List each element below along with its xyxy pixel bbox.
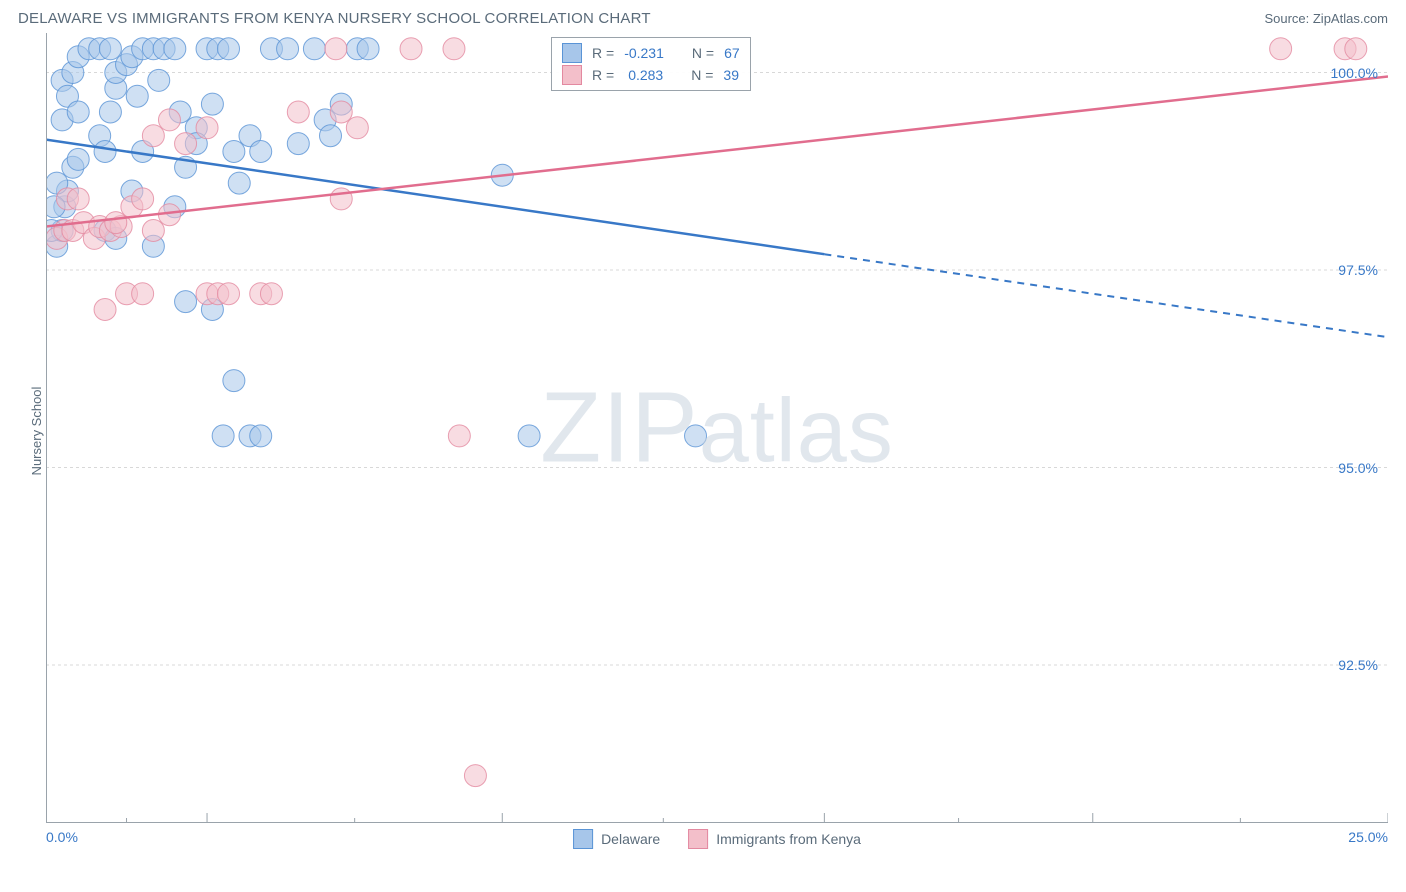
chart-area: ZIPatlas R = -0.231 N = 67 R = 0.283 N =… [46, 33, 1388, 823]
stats-legend-box: R = -0.231 N = 67 R = 0.283 N = 39 [551, 37, 751, 91]
y-tick-label: 92.5% [1338, 657, 1378, 673]
x-axis-min-label: 0.0% [46, 829, 78, 851]
stats-row-delaware: R = -0.231 N = 67 [562, 42, 740, 64]
n-value-kenya: 39 [723, 67, 739, 83]
n-label: N = [692, 45, 714, 61]
y-tick-label: 97.5% [1338, 262, 1378, 278]
source-label: Source: ZipAtlas.com [1264, 11, 1388, 26]
r-value-delaware: -0.231 [624, 45, 664, 61]
r-label: R = [592, 45, 614, 61]
legend-label-kenya: Immigrants from Kenya [716, 831, 861, 847]
legend-item-delaware: Delaware [573, 829, 660, 849]
n-value-delaware: 67 [724, 45, 740, 61]
bottom-legend: Delaware Immigrants from Kenya [573, 829, 861, 849]
chart-title: DELAWARE VS IMMIGRANTS FROM KENYA NURSER… [18, 10, 651, 27]
legend-label-delaware: Delaware [601, 831, 660, 847]
n-label-2: N = [691, 67, 713, 83]
swatch-delaware [562, 43, 582, 63]
y-axis-label: Nursery School [29, 387, 44, 476]
r-value-kenya: 0.283 [628, 67, 663, 83]
plot-border [46, 33, 1388, 823]
legend-item-kenya: Immigrants from Kenya [688, 829, 861, 849]
x-axis-max-label: 25.0% [1348, 829, 1388, 851]
y-tick-label: 95.0% [1338, 460, 1378, 476]
swatch-kenya [562, 65, 582, 85]
legend-swatch-delaware [573, 829, 593, 849]
stats-row-kenya: R = 0.283 N = 39 [562, 64, 740, 86]
y-tick-label: 100.0% [1331, 65, 1378, 81]
r-label-2: R = [592, 67, 614, 83]
legend-swatch-kenya [688, 829, 708, 849]
